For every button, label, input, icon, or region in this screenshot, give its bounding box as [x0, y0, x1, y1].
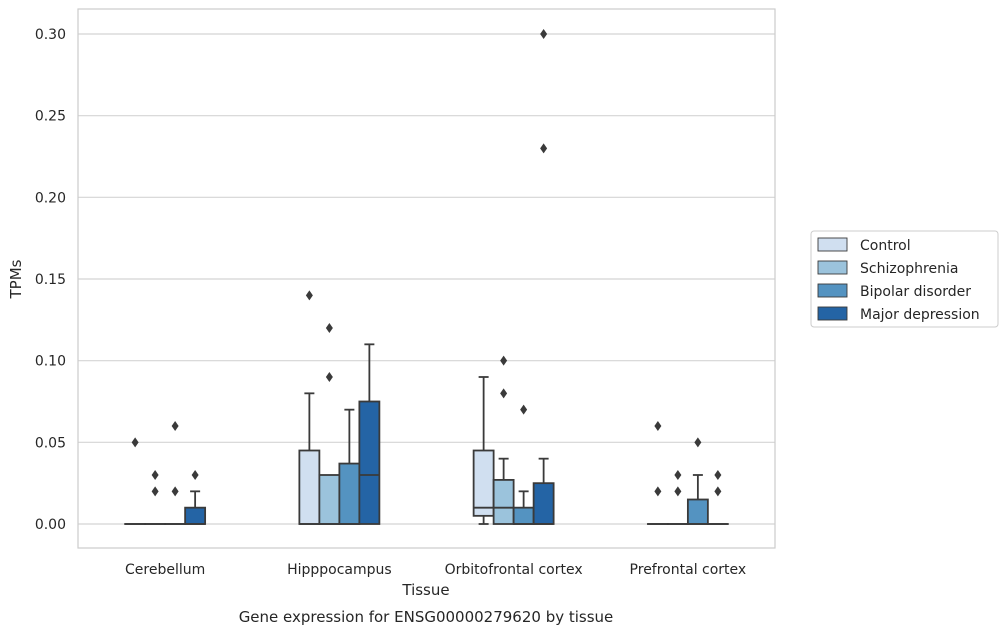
x-tick-label: Cerebellum	[125, 562, 205, 578]
box-body	[512, 506, 535, 525]
box-body	[532, 482, 555, 525]
x-tick-label: Hipppocampus	[287, 562, 392, 578]
box-bipolar-disorder	[512, 404, 535, 525]
box-bipolar-disorder	[338, 408, 361, 525]
plot-area-frame	[77, 8, 776, 549]
outlier-point	[654, 421, 662, 431]
x-axis-ticks: Cerebellum Hipppocampus Orbitofrontal cort…	[125, 562, 746, 578]
outlier-point	[540, 143, 548, 154]
box-major-depression	[358, 343, 381, 525]
y-tick-label: 0.00	[35, 517, 66, 533]
legend-label: Schizophrenia	[860, 261, 958, 277]
outlier-point	[325, 372, 333, 382]
outlier-point	[305, 290, 313, 301]
outlier-point	[714, 470, 722, 480]
outlier-point	[171, 421, 179, 431]
box-body	[298, 449, 321, 525]
gridlines	[78, 33, 775, 525]
box-schizophrenia	[318, 323, 341, 525]
legend-swatch	[817, 237, 848, 252]
box-control	[472, 376, 495, 525]
box-control	[646, 421, 669, 525]
y-tick-label: 0.15	[35, 272, 66, 288]
outlier-point	[131, 437, 139, 448]
y-axis-ticks: 0.00 0.05 0.10 0.15 0.20 0.25 0.30	[35, 27, 66, 533]
chart-caption: Gene expression for ENSG00000279620 by t…	[239, 608, 614, 626]
box-body	[318, 474, 341, 525]
outlier-point	[171, 486, 179, 497]
box-major-depression	[184, 470, 207, 525]
outlier-point	[694, 437, 702, 448]
outlier-point	[151, 486, 159, 497]
outlier-point	[191, 470, 199, 480]
outlier-point	[714, 486, 722, 497]
box-body	[472, 449, 495, 517]
legend-label: Bipolar disorder	[860, 284, 971, 300]
legend-swatch	[817, 306, 848, 321]
outlier-point	[674, 486, 682, 497]
box-control	[298, 290, 321, 525]
y-axis-label: TPMs	[7, 259, 25, 299]
y-tick-label: 0.10	[35, 354, 66, 370]
x-tick-label: Orbitofrontal cortex	[445, 562, 583, 578]
y-tick-label: 0.25	[35, 109, 66, 125]
legend-swatch	[817, 260, 848, 275]
y-tick-label: 0.20	[35, 190, 66, 206]
outlier-point	[520, 404, 528, 415]
box-series	[124, 29, 729, 525]
y-tick-label: 0.05	[35, 435, 66, 451]
box-major-depression	[532, 29, 555, 525]
box-body	[358, 400, 381, 525]
legend-label: Major depression	[860, 307, 980, 323]
box-body	[338, 462, 361, 525]
outlier-point	[674, 470, 682, 480]
outlier-point	[151, 470, 159, 480]
legend-label: Control	[860, 238, 911, 254]
box-control	[124, 437, 147, 525]
box-body	[686, 498, 709, 525]
legend: Control Schizophrenia Bipolar disorder Majo…	[810, 230, 999, 328]
legend-frame	[810, 230, 999, 328]
outlier-point	[540, 29, 548, 39]
box-schizophrenia	[666, 470, 689, 525]
box-body	[492, 478, 515, 525]
x-axis-label: Tissue	[401, 581, 449, 599]
x-tick-label: Prefrontal cortex	[630, 562, 747, 578]
box-body	[184, 506, 207, 525]
box-schizophrenia	[144, 470, 167, 525]
legend-swatch	[817, 283, 848, 298]
box-major-depression	[706, 470, 729, 525]
outlier-point	[500, 388, 508, 399]
box-schizophrenia	[492, 355, 515, 525]
outlier-point	[500, 355, 508, 366]
outlier-point	[325, 323, 333, 333]
box-bipolar-disorder	[164, 421, 187, 525]
box-bipolar-disorder	[686, 437, 709, 525]
outlier-point	[654, 486, 662, 497]
y-tick-label: 0.30	[35, 27, 66, 43]
